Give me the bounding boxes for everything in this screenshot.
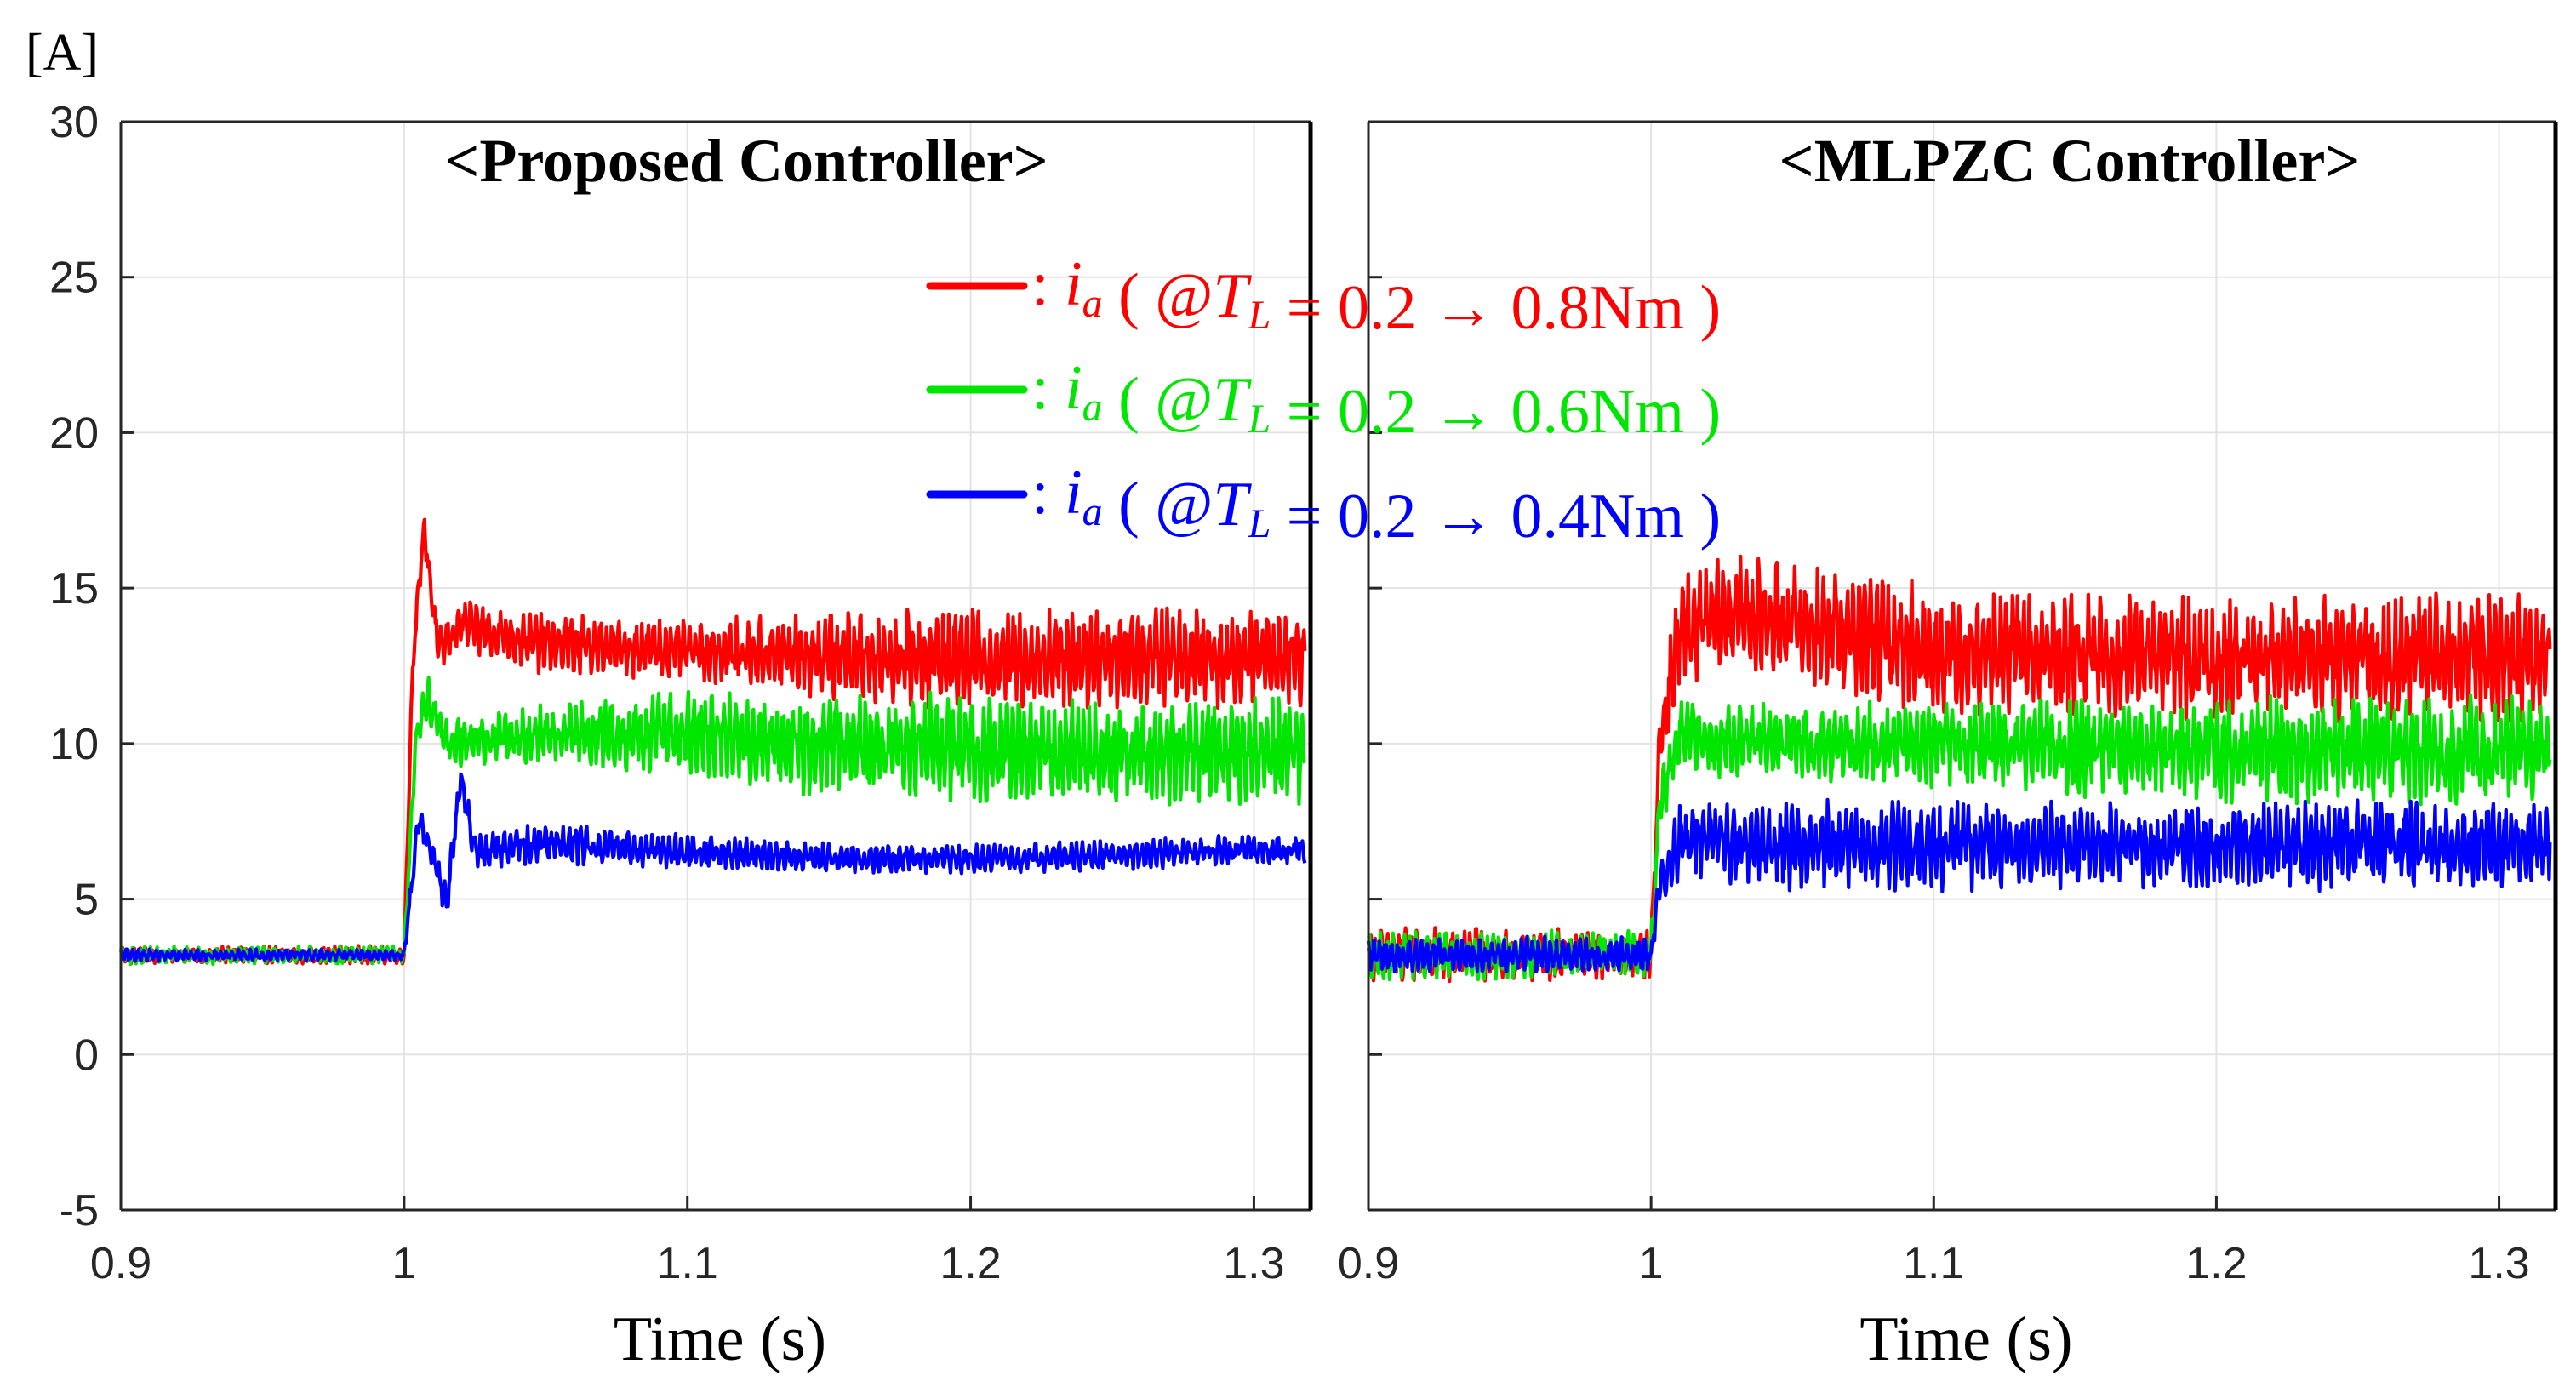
x-tick-label-1-3: 1.3: [2468, 1239, 2529, 1288]
y-tick-label-30: 30: [49, 98, 99, 147]
y-tick-label-0: 0: [74, 1030, 99, 1080]
panel-mlpzc-controller: 0.9 1 1.1 1.2 1.3 Time (s) <MLPZC Controller>: [1338, 120, 2558, 1374]
legend-entry-1: : ia ( @TL = 0.2 → 0.8Nm ): [926, 249, 1721, 343]
panel-proposed-controller: -5 0 5 10 15 20 25 30 0.9 1 1.1 1.2 1.3 Time (s) <Prop…: [49, 98, 1313, 1374]
legend-label: : ia ( @TL = 0.2 → 0.4Nm ): [1031, 458, 1721, 551]
legend: : ia ( @TL = 0.2 → 0.8Nm ) : ia ( @TL = 0…: [926, 249, 1721, 551]
x-tick-label-1-2: 1.2: [940, 1239, 1001, 1288]
y-tick-label-15: 15: [49, 564, 99, 614]
legend-label: : ia ( @TL = 0.2 → 0.6Nm ): [1031, 353, 1721, 447]
x-tick-label-1: 1: [1639, 1239, 1664, 1288]
x-tick-label-1-2: 1.2: [2185, 1239, 2247, 1288]
y-tick-label-20: 20: [49, 408, 99, 458]
y-tick-label-5: 5: [74, 876, 99, 925]
x-axis-label: Time (s): [614, 1304, 826, 1374]
x-axis-label: Time (s): [1859, 1304, 2072, 1374]
x-tick-label-1-1: 1.1: [1903, 1239, 1964, 1288]
legend-entry-2: : ia ( @TL = 0.2 → 0.6Nm ): [926, 353, 1721, 447]
x-tick-label-1-1: 1.1: [657, 1239, 718, 1288]
y-unit-label: [A]: [26, 24, 99, 82]
x-tick-label-0-9: 0.9: [1338, 1239, 1399, 1288]
series-line-i-a-t-l-0-2-0-8nm: [1366, 554, 2552, 984]
y-tick-label-5: -5: [60, 1186, 99, 1236]
series-line-i-a-t-l-0-2-0-4nm: [1366, 797, 2552, 974]
panel-title: <Proposed Controller>: [444, 127, 1048, 195]
x-tick-label-0-9: 0.9: [90, 1239, 151, 1288]
legend-label: : ia ( @TL = 0.2 → 0.8Nm ): [1031, 249, 1721, 343]
x-tick-label-1-3: 1.3: [1223, 1239, 1284, 1288]
series-line-i-a-t-l-0-2-0-4nm: [119, 772, 1307, 963]
y-tick-label-10: 10: [49, 720, 99, 769]
x-tick-label-1: 1: [391, 1239, 416, 1288]
y-tick-label-25: 25: [49, 254, 99, 303]
panel-title: <MLPZC Controller>: [1779, 127, 2361, 195]
legend-entry-3: : ia ( @TL = 0.2 → 0.4Nm ): [926, 458, 1721, 551]
